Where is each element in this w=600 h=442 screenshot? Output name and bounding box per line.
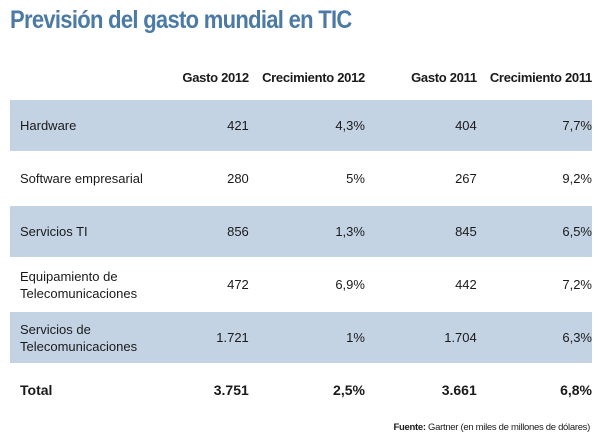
cell-crecimiento-2011: 6,5% (476, 206, 592, 257)
source-note: Fuente: Gartner (en miles de millones de… (394, 422, 591, 433)
cell-crecimiento-2011: 9,2% (562, 171, 592, 186)
table-row: Software empresarial 280 5% 267 9,2% (10, 153, 592, 204)
cell-gasto-2012: 472 (227, 277, 249, 292)
table-row: Hardware 421 4,3% 404 7,7% (10, 100, 592, 151)
cell-crecimiento-2011: 6,8% (560, 382, 592, 398)
cell-crecimiento-2012: 5% (346, 171, 365, 186)
cell-gasto-2011: 3.661 (441, 382, 477, 398)
cell-crecimiento-2012: 2,5% (333, 382, 365, 398)
cell-crecimiento-2011: 7,2% (562, 277, 592, 292)
header-gasto-2012: Gasto 2012 (182, 69, 249, 85)
row-label: Servicios de Telecomunicaciones (10, 312, 169, 363)
cell-crecimiento-2012: 4,3% (248, 100, 365, 151)
cell-gasto-2011: 442 (455, 277, 477, 292)
header-row: Gasto 2012 Crecimiento 2012 Gasto 2011 C… (10, 62, 592, 98)
cell-crecimiento-2012: 6,9% (335, 277, 365, 292)
cell-crecimiento-2011: 6,3% (476, 312, 592, 363)
data-table: Gasto 2012 Crecimiento 2012 Gasto 2011 C… (10, 60, 592, 417)
cell-gasto-2012: 421 (168, 100, 249, 151)
table-row: Equipamiento de Telecomunicaciones 472 6,9… (10, 259, 592, 310)
header-crecimiento-2012: Crecimiento 2012 (262, 69, 365, 85)
row-label: Servicios TI (10, 206, 169, 257)
row-label: Equipamiento de Telecomunicaciones (20, 268, 138, 301)
row-label: Total (20, 381, 53, 398)
cell-gasto-2011: 845 (364, 206, 477, 257)
source-text: Gartner (en miles de millones de dólares… (428, 422, 590, 433)
table-row: Servicios TI 856 1,3% 845 6,5% (10, 206, 592, 257)
header-crecimiento-2011: Crecimiento 2011 (489, 69, 592, 85)
table-row: Servicios de Telecomunicaciones 1.721 1% 1.… (10, 312, 592, 363)
header-empty (10, 62, 169, 98)
cell-crecimiento-2012: 1% (248, 312, 365, 363)
cell-gasto-2012: 856 (168, 206, 249, 257)
row-label: Software empresarial (20, 171, 143, 186)
total-row: Total 3.751 2,5% 3.661 6,8% (10, 365, 592, 415)
row-label: Hardware (10, 100, 169, 151)
cell-gasto-2012: 3.751 (213, 382, 249, 398)
cell-gasto-2011: 404 (364, 100, 477, 151)
source-label: Fuente: (393, 422, 427, 433)
cell-gasto-2012: 1.721 (168, 312, 249, 363)
cell-gasto-2011: 267 (455, 171, 477, 186)
cell-crecimiento-2012: 1,3% (248, 206, 365, 257)
cell-gasto-2012: 280 (227, 171, 249, 186)
cell-crecimiento-2011: 7,7% (476, 100, 592, 151)
cell-gasto-2011: 1.704 (364, 312, 477, 363)
chart-title: Previsión del gasto mundial en TIC (10, 6, 352, 34)
header-gasto-2011: Gasto 2011 (411, 69, 477, 85)
